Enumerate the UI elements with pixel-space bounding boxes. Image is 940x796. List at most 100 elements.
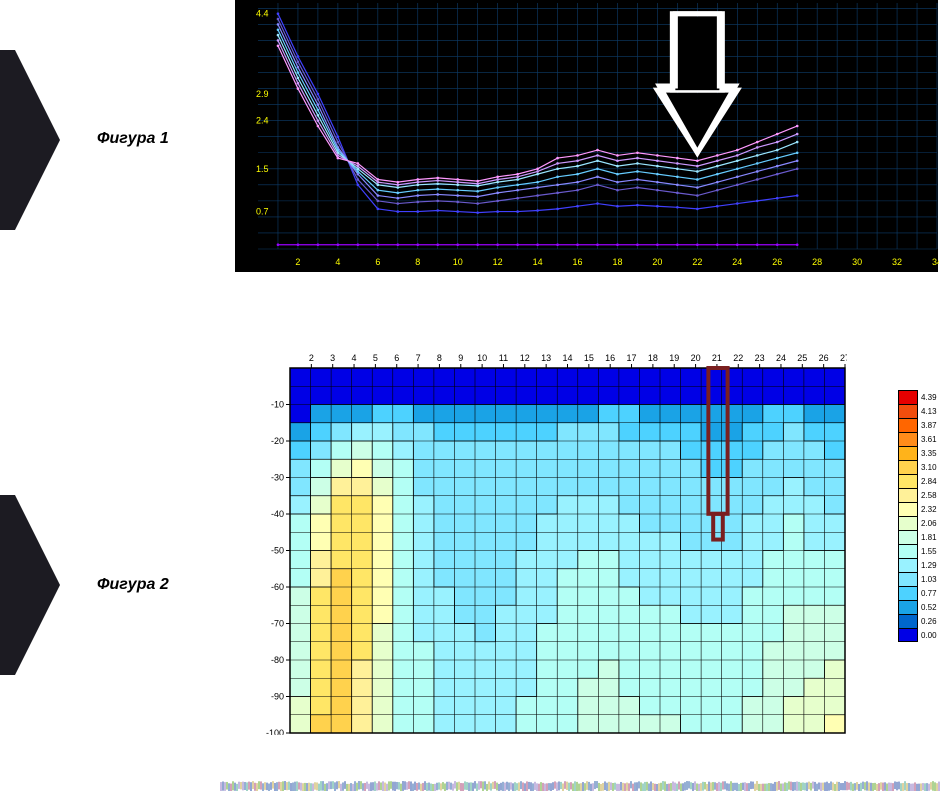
svg-text:13: 13 <box>541 353 551 363</box>
svg-text:27: 27 <box>840 353 847 363</box>
legend-value: 0.00 <box>921 631 937 640</box>
svg-text:28: 28 <box>812 257 822 267</box>
svg-text:20: 20 <box>652 257 662 267</box>
figure-2-label: Фигура 2 <box>97 576 169 594</box>
svg-text:12: 12 <box>520 353 530 363</box>
svg-text:8: 8 <box>415 257 420 267</box>
legend-value: 4.39 <box>921 393 937 402</box>
legend-value: 3.35 <box>921 449 937 458</box>
svg-text:15: 15 <box>584 353 594 363</box>
legend-row: 0.26 <box>898 614 937 628</box>
legend-row: 3.10 <box>898 460 937 474</box>
legend-row: 2.58 <box>898 488 937 502</box>
svg-text:20: 20 <box>691 353 701 363</box>
decorative-pointer-2 <box>0 495 60 675</box>
legend-value: 2.84 <box>921 477 937 486</box>
svg-text:2: 2 <box>309 353 314 363</box>
svg-text:-70: -70 <box>271 619 284 629</box>
svg-text:17: 17 <box>627 353 637 363</box>
svg-text:-20: -20 <box>271 436 284 446</box>
svg-text:14: 14 <box>562 353 572 363</box>
svg-text:18: 18 <box>612 257 622 267</box>
legend-value: 4.13 <box>921 407 937 416</box>
legend-value: 3.61 <box>921 435 937 444</box>
legend-row: 2.06 <box>898 516 937 530</box>
svg-text:7: 7 <box>416 353 421 363</box>
svg-text:-10: -10 <box>271 400 284 410</box>
legend-row: 1.55 <box>898 544 937 558</box>
svg-text:4: 4 <box>352 353 357 363</box>
svg-text:19: 19 <box>669 353 679 363</box>
svg-text:2: 2 <box>295 257 300 267</box>
svg-text:11: 11 <box>499 353 508 363</box>
legend-value: 3.87 <box>921 421 937 430</box>
line-chart: 2468101214161820222426283032340.71.52.42… <box>235 0 938 272</box>
svg-text:10: 10 <box>477 353 487 363</box>
legend-value: 1.03 <box>921 575 937 584</box>
svg-text:24: 24 <box>776 353 786 363</box>
legend-row: 4.39 <box>898 390 937 404</box>
legend-value: 1.81 <box>921 533 937 542</box>
svg-text:18: 18 <box>648 353 658 363</box>
legend-value: 0.77 <box>921 589 937 598</box>
svg-text:12: 12 <box>493 257 503 267</box>
legend-row: 0.52 <box>898 600 937 614</box>
legend-value: 3.10 <box>921 463 937 472</box>
legend-row: 1.03 <box>898 572 937 586</box>
svg-text:-50: -50 <box>271 546 284 556</box>
svg-text:2.4: 2.4 <box>256 116 269 126</box>
svg-text:8: 8 <box>437 353 442 363</box>
svg-text:22: 22 <box>692 257 702 267</box>
svg-text:34: 34 <box>932 257 939 267</box>
svg-text:-90: -90 <box>271 692 284 702</box>
svg-text:21: 21 <box>712 353 722 363</box>
svg-text:30: 30 <box>852 257 862 267</box>
svg-text:22: 22 <box>733 353 743 363</box>
arrow-down-icon <box>657 14 737 153</box>
legend-row: 2.84 <box>898 474 937 488</box>
svg-text:9: 9 <box>458 353 463 363</box>
legend-value: 2.58 <box>921 491 937 500</box>
legend-row: 3.87 <box>898 418 937 432</box>
svg-text:16: 16 <box>573 257 583 267</box>
legend-row: 0.00 <box>898 628 937 642</box>
svg-text:32: 32 <box>892 257 902 267</box>
legend-row: 3.35 <box>898 446 937 460</box>
svg-text:23: 23 <box>755 353 765 363</box>
legend-value: 0.52 <box>921 603 937 612</box>
legend-value: 2.06 <box>921 519 937 528</box>
decorative-strip <box>220 778 940 788</box>
svg-text:4.4: 4.4 <box>256 9 269 19</box>
svg-text:26: 26 <box>772 257 782 267</box>
svg-text:6: 6 <box>394 353 399 363</box>
svg-text:-40: -40 <box>271 509 284 519</box>
svg-text:2.9: 2.9 <box>256 89 269 99</box>
svg-text:4: 4 <box>335 257 340 267</box>
legend-row: 0.77 <box>898 586 937 600</box>
svg-text:26: 26 <box>819 353 829 363</box>
legend-row: 1.29 <box>898 558 937 572</box>
legend-value: 2.32 <box>921 505 937 514</box>
legend-value: 1.29 <box>921 561 937 570</box>
svg-text:0.7: 0.7 <box>256 207 269 217</box>
svg-text:10: 10 <box>453 257 463 267</box>
legend-value: 0.26 <box>921 617 937 626</box>
svg-text:14: 14 <box>533 257 543 267</box>
legend-row: 2.32 <box>898 502 937 516</box>
legend-row: 4.13 <box>898 404 937 418</box>
svg-text:24: 24 <box>732 257 742 267</box>
decorative-pointer-1 <box>0 50 60 230</box>
svg-text:-30: -30 <box>271 473 284 483</box>
figure-1-label: Фигура 1 <box>97 130 169 148</box>
legend-row: 3.61 <box>898 432 937 446</box>
svg-text:5: 5 <box>373 353 378 363</box>
svg-text:1.5: 1.5 <box>256 164 269 174</box>
svg-text:3: 3 <box>330 353 335 363</box>
svg-text:-60: -60 <box>271 582 284 592</box>
contour-chart: 2345678910111213141516171819202122232425… <box>260 348 847 735</box>
legend-value: 1.55 <box>921 547 937 556</box>
svg-text:-100: -100 <box>266 728 284 735</box>
svg-text:-80: -80 <box>271 655 284 665</box>
svg-text:25: 25 <box>797 353 807 363</box>
color-legend: 4.39 4.13 3.87 3.61 3.35 3.10 2.84 2.58 … <box>898 390 937 642</box>
